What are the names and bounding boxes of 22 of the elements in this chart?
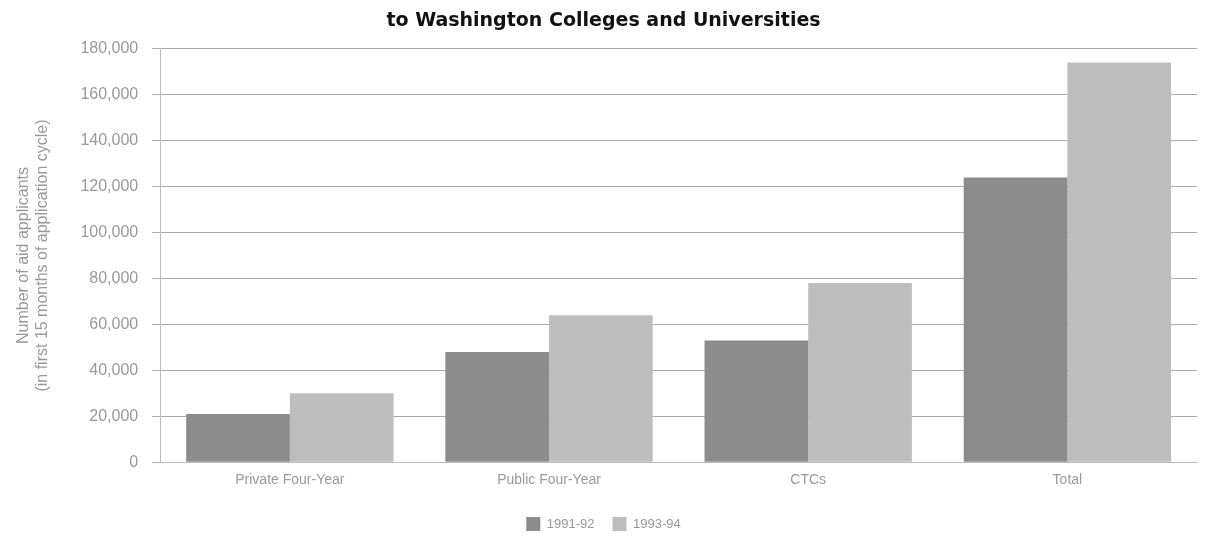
legend-label: 1991-92: [546, 515, 595, 531]
x-tick-label: Public Four-Year: [497, 471, 602, 488]
y-tick-label: 20,000: [89, 406, 139, 424]
y-tick-label: 0: [129, 452, 139, 470]
y-tick-label: 60,000: [89, 314, 139, 332]
chart-title: to Washington Colleges and Universities: [386, 8, 821, 31]
bar: [186, 413, 290, 462]
legend-label: 1993-94: [633, 515, 681, 531]
x-tick-label: Private Four-Year: [235, 471, 345, 488]
x-tick-label: CTCs: [790, 471, 827, 488]
y-tick-label: 80,000: [89, 268, 139, 286]
bar: [963, 177, 1068, 462]
bar: [445, 351, 550, 462]
bar: [704, 340, 809, 462]
y-tick-label: 100,000: [80, 222, 139, 240]
y-tick-label: 120,000: [80, 177, 139, 195]
y-axis-title: Number of aid applicants (in first 15 months of application cycle): [14, 119, 51, 392]
y-tick-label: 40,000: [89, 360, 139, 378]
x-tick-label: Total: [1052, 471, 1083, 488]
y-tick-label: 140,000: [80, 131, 139, 149]
y-tick-label: 180,000: [80, 39, 139, 57]
y-tick-label: 160,000: [80, 85, 139, 103]
